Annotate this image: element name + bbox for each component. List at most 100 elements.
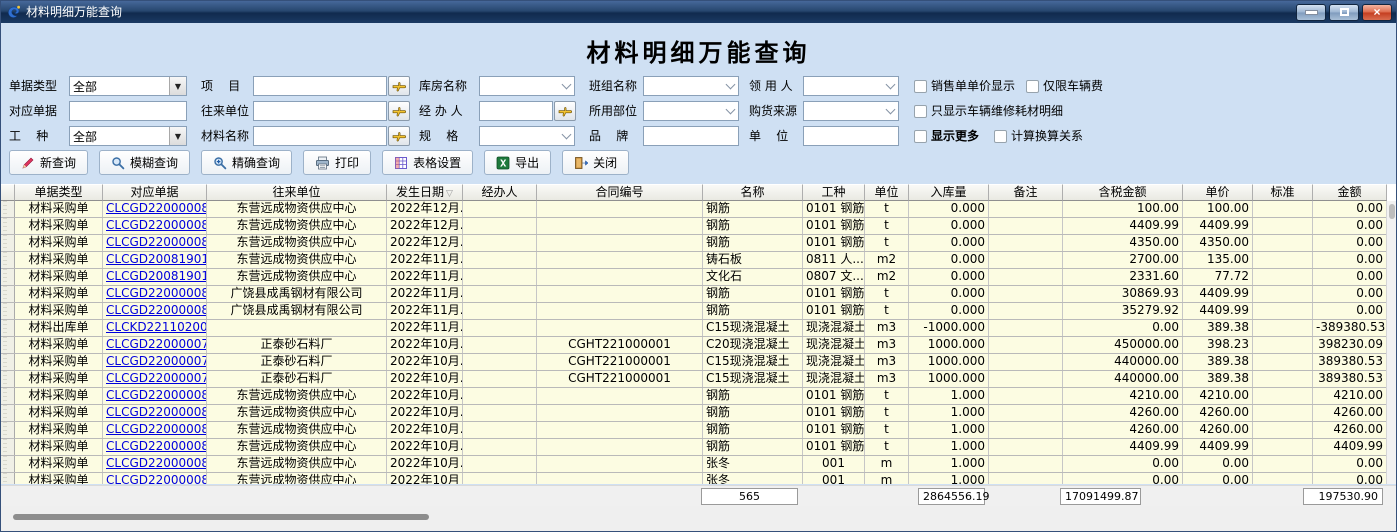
column-header[interactable]: 单位 — [865, 184, 909, 201]
column-header[interactable]: 备注 — [989, 184, 1063, 201]
column-header[interactable]: 发生日期 ▽ — [387, 184, 463, 201]
material-name-lookup-button[interactable] — [388, 126, 410, 146]
table-row[interactable]: 材料采购单CLCGD220000081广饶县成禹钢材有限公司2022年11月..… — [1, 286, 1387, 303]
sale-price-checkbox[interactable] — [914, 80, 927, 93]
chevron-down-icon[interactable] — [558, 77, 574, 95]
table-row[interactable]: 材料采购单CLCGD220000080东营远成物资供应中心2022年10月...… — [1, 422, 1387, 439]
column-header[interactable]: 入库量 — [909, 184, 989, 201]
row-selector[interactable] — [1, 337, 15, 353]
column-header[interactable]: 标准 — [1253, 184, 1313, 201]
doc-link[interactable]: CLCKD221102001 — [106, 320, 207, 334]
purchase-source-combo[interactable] — [803, 101, 899, 121]
print-button[interactable]: 打印 — [303, 150, 372, 175]
vertical-scrollbar[interactable] — [1386, 201, 1396, 484]
doc-link[interactable]: CLCGD220000080 — [106, 456, 207, 470]
doc-link[interactable]: CLCGD220000081 — [106, 303, 207, 317]
table-row[interactable]: 材料采购单CLCGD200819011东营远成物资供应中心2022年11月...… — [1, 252, 1387, 269]
table-row[interactable]: 材料采购单CLCGD220000080东营远成物资供应中心2022年10月...… — [1, 439, 1387, 456]
row-selector[interactable] — [1, 456, 15, 472]
column-header[interactable]: 名称 — [703, 184, 803, 201]
precise-query-button[interactable]: 精确查询 — [201, 150, 293, 175]
work-type-combo[interactable]: 全部 ▼ — [69, 126, 187, 146]
handler-lookup-button[interactable] — [554, 101, 576, 121]
project-input[interactable] — [253, 76, 387, 96]
doc-link[interactable]: CLCGD200819011 — [106, 252, 207, 266]
doc-link[interactable]: CLCGD220000080 — [106, 473, 207, 484]
warehouse-combo[interactable] — [479, 76, 575, 96]
table-row[interactable]: 材料采购单CLCGD200819011东营远成物资供应中心2022年11月...… — [1, 269, 1387, 286]
used-part-combo[interactable] — [643, 101, 739, 121]
doc-link[interactable]: CLCGD220000075 — [106, 337, 207, 351]
table-row[interactable]: 材料采购单CLCGD220000080东营远成物资供应中心2022年10月...… — [1, 456, 1387, 473]
restore-button[interactable] — [1329, 3, 1359, 21]
table-settings-button[interactable]: 表格设置 — [382, 150, 474, 175]
horizontal-scrollbar[interactable] — [1, 506, 1396, 531]
vertical-scrollbar-thumb[interactable] — [1389, 204, 1395, 219]
row-selector[interactable] — [1, 218, 15, 234]
doc-link[interactable]: CLCGD220000082 — [106, 235, 207, 249]
recipient-combo[interactable] — [803, 76, 899, 96]
column-header[interactable]: 合同编号 — [537, 184, 703, 201]
table-row[interactable]: 材料采购单CLCGD220000080东营远成物资供应中心2022年10月...… — [1, 405, 1387, 422]
doc-link[interactable]: CLCGD220000080 — [106, 439, 207, 453]
row-selector[interactable] — [1, 422, 15, 438]
row-selector[interactable] — [1, 320, 15, 336]
row-selector[interactable] — [1, 269, 15, 285]
counterparty-lookup-button[interactable] — [388, 101, 410, 121]
export-button[interactable]: 导出 — [484, 150, 552, 175]
spec-combo[interactable] — [479, 126, 575, 146]
chevron-down-icon[interactable]: ▼ — [169, 127, 186, 145]
show-more-checkbox[interactable] — [914, 130, 927, 143]
row-selector[interactable] — [1, 303, 15, 319]
chevron-down-icon[interactable] — [722, 77, 738, 95]
row-selector[interactable] — [1, 439, 15, 455]
table-row[interactable]: 材料采购单CLCGD220000080东营远成物资供应中心2022年10月...… — [1, 388, 1387, 405]
doc-link[interactable]: CLCGD220000082 — [106, 218, 207, 232]
handler-input[interactable] — [479, 101, 553, 121]
column-header[interactable]: 往来单位 — [207, 184, 387, 201]
chevron-down-icon[interactable] — [558, 127, 574, 145]
row-selector[interactable] — [1, 201, 15, 217]
chevron-down-icon[interactable] — [882, 77, 898, 95]
vehicle-only-checkbox[interactable] — [1026, 80, 1039, 93]
doc-link[interactable]: CLCGD220000080 — [106, 388, 207, 402]
table-row[interactable]: 材料采购单CLCGD220000081广饶县成禹钢材有限公司2022年11月..… — [1, 303, 1387, 320]
column-header[interactable]: 金额 — [1313, 184, 1387, 201]
unit-input[interactable] — [803, 126, 899, 146]
row-selector[interactable] — [1, 388, 15, 404]
doc-link[interactable]: CLCGD220000081 — [106, 286, 207, 300]
counterparty-input[interactable] — [253, 101, 387, 121]
row-selector[interactable] — [1, 354, 15, 370]
column-header[interactable]: 对应单据 — [103, 184, 207, 201]
minimize-button[interactable] — [1296, 3, 1326, 21]
ref-doc-input[interactable] — [69, 101, 187, 121]
column-header[interactable]: 单据类型 — [15, 184, 103, 201]
doc-link[interactable]: CLCGD220000075 — [106, 354, 207, 368]
doc-type-combo[interactable]: 全部 ▼ — [69, 76, 187, 96]
table-row[interactable]: 材料采购单CLCGD220000082东营远成物资供应中心2022年12月...… — [1, 201, 1387, 218]
table-header-stub[interactable] — [1, 184, 15, 201]
conversion-checkbox[interactable] — [994, 130, 1007, 143]
table-row[interactable]: 材料采购单CLCGD220000082东营远成物资供应中心2022年12月...… — [1, 235, 1387, 252]
doc-link[interactable]: CLCGD220000080 — [106, 405, 207, 419]
row-selector[interactable] — [1, 286, 15, 302]
new-query-button[interactable]: 新查询 — [9, 150, 89, 175]
table-row[interactable]: 材料采购单 CLCGD220000080 东营远成物资供应中心 2022年10月 张冬 0… — [1, 473, 1387, 484]
column-header[interactable]: 经办人 — [463, 184, 537, 201]
doc-link[interactable]: CLCGD220000075 — [106, 371, 207, 385]
horizontal-scrollbar-thumb[interactable] — [13, 514, 429, 520]
column-header[interactable]: 单价 — [1183, 184, 1253, 201]
column-header[interactable]: 含税金额 — [1063, 184, 1183, 201]
doc-link[interactable]: CLCGD220000082 — [106, 201, 207, 215]
table-row[interactable]: 材料采购单CLCGD220000082东营远成物资供应中心2022年12月...… — [1, 218, 1387, 235]
material-name-input[interactable] — [253, 126, 387, 146]
row-selector[interactable] — [1, 235, 15, 251]
brand-input[interactable] — [643, 126, 739, 146]
close-window-button[interactable]: 关闭 — [562, 150, 630, 175]
row-selector[interactable] — [1, 252, 15, 268]
project-lookup-button[interactable] — [388, 76, 410, 96]
